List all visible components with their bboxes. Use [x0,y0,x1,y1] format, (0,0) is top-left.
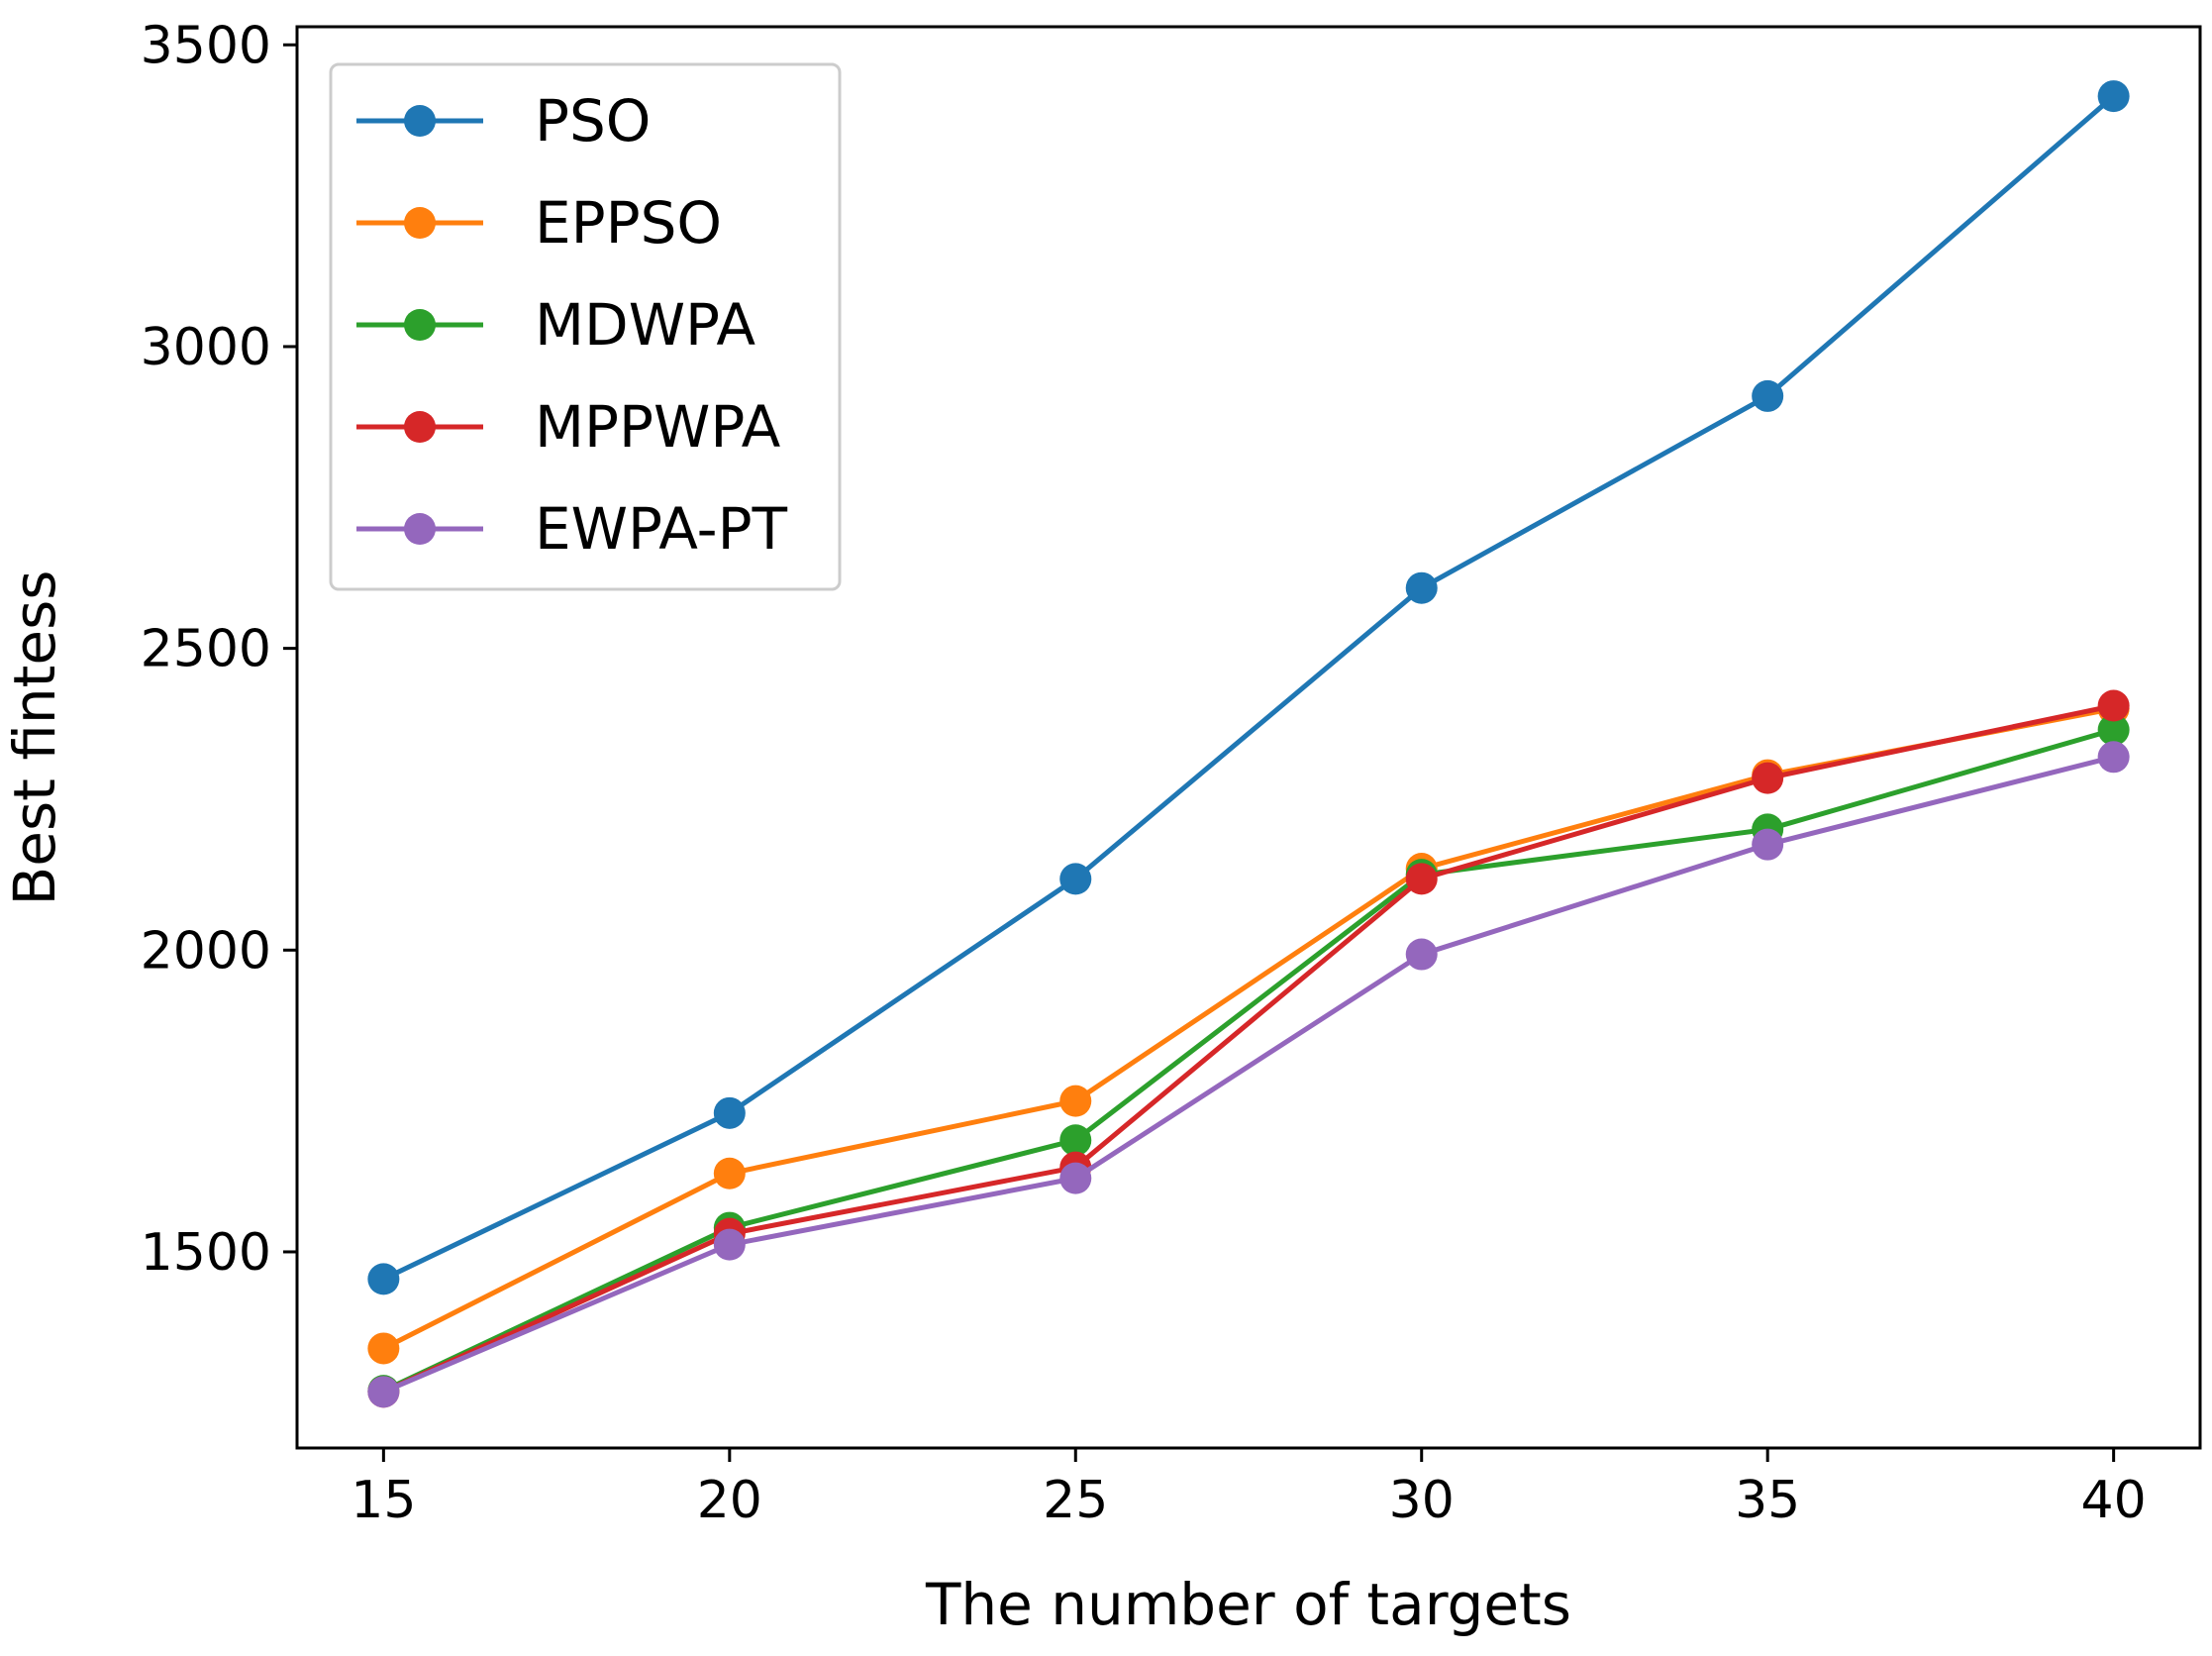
legend-marker [404,105,436,137]
series-line-pso [382,94,2116,1282]
legend-label: PSO [535,87,651,155]
legend-marker [404,513,436,545]
legend-label: MPPWPA [535,393,781,461]
y-axis-label: Best fintess [1,569,68,905]
data-point-pso [1752,379,1784,412]
y-tick-label: 3500 [141,16,271,75]
legend-label: EPPSO [535,189,722,257]
data-point-ewpa-pt [367,1376,400,1408]
data-point-ewpa-pt [1059,1162,1092,1194]
x-tick-label: 15 [351,1471,416,1530]
series-layer [367,80,2130,1408]
y-tick-label: 2000 [141,921,271,981]
data-point-mppwpa [1752,762,1784,794]
x-axis: 15 20 25 30 35 40 [351,1448,2147,1530]
legend-box [329,62,842,591]
legend-marker [404,411,436,443]
legend-marker [404,207,436,239]
data-point-pso [1059,863,1092,895]
legend-label: EWPA-PT [535,495,788,563]
y-tick-label: 2500 [141,620,271,679]
data-point-pso [2097,80,2130,113]
data-point-eppso [713,1157,746,1190]
data-point-ewpa-pt [713,1228,746,1261]
x-tick-label: 20 [697,1471,762,1530]
x-tick-label: 40 [2081,1471,2147,1530]
data-point-eppso [1059,1085,1092,1117]
data-point-mppwpa [2097,689,2130,722]
legend: PSO EPPSO MDWPA MPPWPA EWPA-PT [329,62,842,591]
data-point-ewpa-pt [2097,741,2130,774]
series-line-ewpa-pt [382,754,2115,1395]
series-line-mppwpa [382,703,2115,1395]
data-point-pso [367,1263,400,1295]
data-point-pso [1405,571,1438,604]
series-line-mdwpa [382,727,2115,1394]
y-axis: 1500 2000 2500 3000 3500 [141,16,297,1283]
data-point-eppso [367,1332,400,1365]
data-point-ewpa-pt [1405,938,1438,971]
y-tick-label: 1500 [141,1223,271,1283]
x-tick-label: 25 [1043,1471,1108,1530]
x-axis-label: The number of targets [925,1571,1571,1638]
x-tick-label: 35 [1735,1471,1800,1530]
data-point-mdwpa [1059,1124,1092,1157]
data-point-pso [713,1096,746,1129]
data-point-mppwpa [1405,863,1438,895]
plot-frame [295,25,2202,1450]
legend-marker [404,309,436,341]
data-point-mdwpa [2097,713,2130,746]
x-tick-label: 30 [1389,1471,1455,1530]
data-point-ewpa-pt [1752,828,1784,861]
y-tick-label: 3000 [141,318,271,377]
legend-label: MDWPA [535,291,755,359]
